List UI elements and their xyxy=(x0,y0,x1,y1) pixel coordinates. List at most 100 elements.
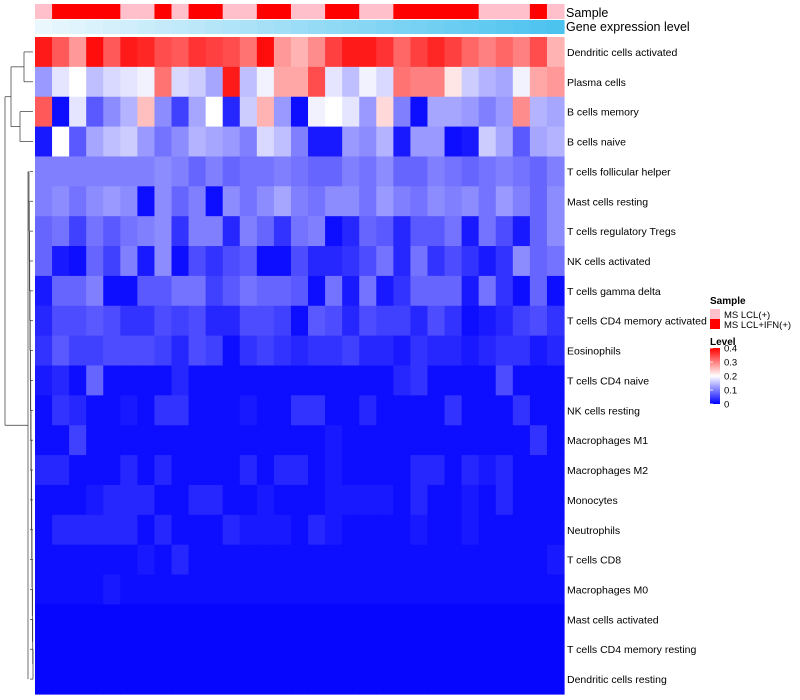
heatmap-cell xyxy=(376,275,394,307)
heatmap-cell xyxy=(376,37,394,68)
heatmap-cell xyxy=(137,365,156,396)
heatmap-cell xyxy=(222,484,241,516)
heatmap-cell xyxy=(427,455,446,486)
sample-annotation-cell xyxy=(35,4,53,19)
heatmap-cell xyxy=(376,66,394,98)
legend-label-lcl-ifn: MS LCL+IFN(+) xyxy=(724,320,791,331)
legend-label-lcl: MS LCL(+) xyxy=(724,310,770,321)
heatmap-cell xyxy=(171,514,190,546)
sample-annotation-cell xyxy=(512,4,531,19)
heatmap-cell xyxy=(256,275,275,307)
heatmap-cell xyxy=(256,544,275,576)
heatmap-cell xyxy=(52,425,70,456)
heatmap-cell xyxy=(546,604,565,635)
heatmap-cell xyxy=(256,156,275,187)
legend-tick-label: 0 xyxy=(724,400,729,411)
heatmap-cell xyxy=(529,484,548,516)
heatmap-cell xyxy=(52,126,70,158)
heatmap-cell xyxy=(290,484,309,516)
heatmap-cell xyxy=(273,66,292,98)
heatmap-cell xyxy=(256,395,275,426)
heatmap-cell xyxy=(52,66,70,98)
heatmap-cell xyxy=(461,37,480,68)
heatmap-cell xyxy=(273,365,292,396)
sample-annotation-cell xyxy=(478,4,497,19)
expression-annotation-cell xyxy=(376,20,394,34)
heatmap-cell xyxy=(359,544,377,576)
heatmap-cell xyxy=(308,604,326,635)
heatmap-cell xyxy=(86,425,104,456)
heatmap-cell xyxy=(410,246,429,277)
heatmap-cell xyxy=(529,544,548,576)
heatmap-cell xyxy=(546,66,565,98)
heatmap-cell xyxy=(137,126,156,158)
heatmap-cell xyxy=(35,425,53,456)
heatmap-cell xyxy=(154,634,173,665)
heatmap-cell xyxy=(478,96,497,128)
sample-annotation-cell xyxy=(546,4,565,19)
heatmap-cell xyxy=(325,186,343,217)
heatmap-cell xyxy=(359,574,377,606)
heatmap-cell xyxy=(222,216,241,247)
heatmap-cell xyxy=(495,514,514,546)
heatmap-cell xyxy=(461,335,480,367)
heatmap-cell xyxy=(359,634,377,665)
heatmap-cell xyxy=(495,455,514,486)
heatmap-cell xyxy=(273,574,292,606)
heatmap-cell xyxy=(461,544,480,576)
expression-annotation-cell xyxy=(273,20,292,34)
heatmap-cell xyxy=(427,66,446,98)
heatmap-cell xyxy=(171,634,190,665)
heatmap-cell xyxy=(444,305,463,337)
heatmap-cell xyxy=(188,664,207,695)
heatmap-cell xyxy=(410,514,429,546)
heatmap-cell xyxy=(478,275,497,307)
heatmap-cell xyxy=(188,574,207,606)
row-label: Plasma cells xyxy=(567,77,626,89)
heatmap-cell xyxy=(205,335,224,367)
row-label: T cells follicular helper xyxy=(567,166,671,178)
heatmap-cell xyxy=(35,664,53,695)
heatmap-cell xyxy=(546,246,565,277)
heatmap-cell xyxy=(308,66,326,98)
heatmap-cell xyxy=(103,514,121,546)
heatmap-cell xyxy=(478,425,497,456)
heatmap-cell xyxy=(342,156,360,187)
heatmap-cell xyxy=(120,96,138,128)
heatmap-cell xyxy=(103,395,121,426)
heatmap-cell xyxy=(273,455,292,486)
heatmap-cell xyxy=(393,544,412,576)
heatmap-cell xyxy=(478,246,497,277)
heatmap-cell xyxy=(86,126,104,158)
heatmap-cell xyxy=(444,156,463,187)
heatmap-cell xyxy=(188,305,207,337)
sample-annotation-cell xyxy=(427,4,446,19)
heatmap-cell xyxy=(256,186,275,217)
heatmap-cell xyxy=(529,96,548,128)
heatmap-cell xyxy=(495,574,514,606)
heatmap-cell xyxy=(188,335,207,367)
heatmap-cell xyxy=(461,395,480,426)
heatmap-cell xyxy=(137,305,156,337)
heatmap-cell xyxy=(86,365,104,396)
expression-annotation-cell xyxy=(512,20,531,34)
heatmap-cell xyxy=(205,216,224,247)
heatmap-cell xyxy=(239,275,258,307)
heatmap-cell xyxy=(529,604,548,635)
heatmap-cell xyxy=(393,514,412,546)
sample-annotation-cell xyxy=(273,4,292,19)
heatmap-cell xyxy=(359,186,377,217)
heatmap-cell xyxy=(222,664,241,695)
heatmap-cell xyxy=(461,216,480,247)
heatmap-cell xyxy=(205,275,224,307)
heatmap-cell xyxy=(342,275,360,307)
heatmap-cell xyxy=(273,96,292,128)
heatmap-cell xyxy=(495,425,514,456)
heatmap-cell xyxy=(444,186,463,217)
heatmap-cell xyxy=(171,66,190,98)
heatmap-cell xyxy=(478,514,497,546)
heatmap-cell xyxy=(495,335,514,367)
legend-tick-label: 0.4 xyxy=(724,344,737,355)
heatmap-cell xyxy=(427,186,446,217)
heatmap-cell xyxy=(393,634,412,665)
